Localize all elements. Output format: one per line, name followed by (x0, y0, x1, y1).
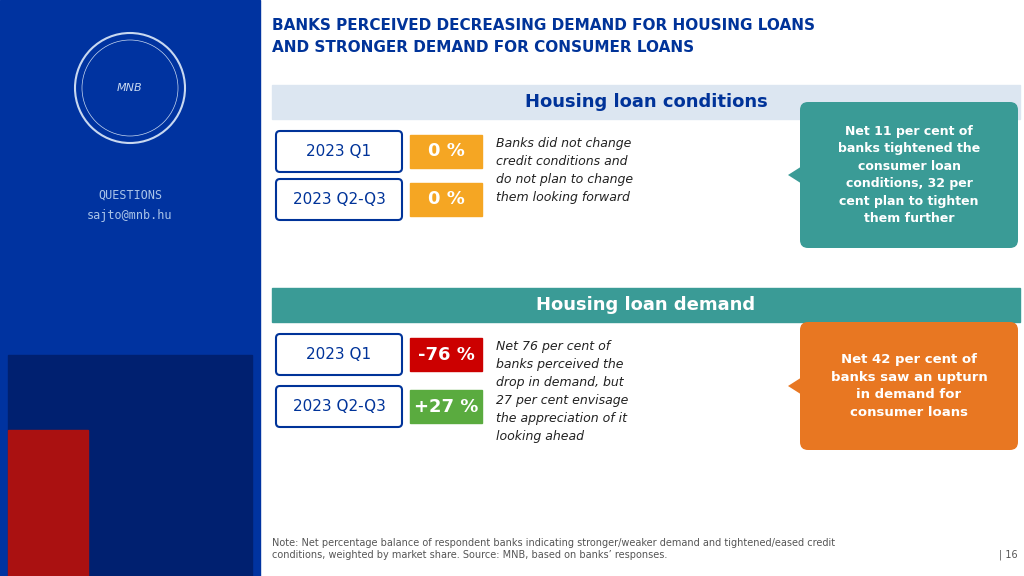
FancyBboxPatch shape (276, 334, 402, 375)
Text: Banks did not change
credit conditions and
do not plan to change
them looking fo: Banks did not change credit conditions a… (496, 137, 633, 204)
Bar (272, 85, 1020, 119)
Text: 2023 Q2-Q3: 2023 Q2-Q3 (293, 192, 385, 207)
Text: | 16: | 16 (999, 550, 1018, 560)
Text: Net 42 per cent of
banks saw an upturn
in demand for
consumer loans: Net 42 per cent of banks saw an upturn i… (830, 353, 987, 419)
Text: Net 11 per cent of
banks tightened the
consumer loan
conditions, 32 per
cent pla: Net 11 per cent of banks tightened the c… (838, 125, 980, 225)
Bar (410, 390, 482, 423)
Text: Note: Net percentage balance of respondent banks indicating stronger/weaker dema: Note: Net percentage balance of responde… (272, 539, 836, 560)
FancyBboxPatch shape (276, 131, 402, 172)
Text: 2023 Q2-Q3: 2023 Q2-Q3 (293, 399, 385, 414)
Text: 2023 Q1: 2023 Q1 (306, 347, 372, 362)
FancyBboxPatch shape (276, 179, 402, 220)
Text: Net 76 per cent of
banks perceived the
drop in demand, but
27 per cent envisage
: Net 76 per cent of banks perceived the d… (496, 340, 629, 443)
Text: 0 %: 0 % (428, 142, 465, 161)
Text: MNB: MNB (117, 83, 142, 93)
Bar (8, 355, 252, 576)
Text: sajto@mnb.hu: sajto@mnb.hu (87, 209, 173, 222)
Bar (0, 0, 260, 576)
Text: +27 %: +27 % (414, 397, 478, 415)
Text: Housing loan conditions: Housing loan conditions (524, 93, 767, 111)
Text: -76 %: -76 % (418, 346, 474, 363)
Polygon shape (788, 161, 810, 189)
Bar (8, 430, 88, 576)
FancyBboxPatch shape (276, 386, 402, 427)
Text: 2023 Q1: 2023 Q1 (306, 144, 372, 159)
Text: AND STRONGER DEMAND FOR CONSUMER LOANS: AND STRONGER DEMAND FOR CONSUMER LOANS (272, 40, 694, 55)
Bar (272, 288, 1020, 322)
Polygon shape (788, 372, 810, 400)
Bar (410, 183, 482, 216)
Text: QUESTIONS: QUESTIONS (98, 188, 162, 202)
Bar (410, 338, 482, 371)
Bar (410, 135, 482, 168)
Text: 0 %: 0 % (428, 191, 465, 209)
FancyBboxPatch shape (800, 102, 1018, 248)
Text: BANKS PERCEIVED DECREASING DEMAND FOR HOUSING LOANS: BANKS PERCEIVED DECREASING DEMAND FOR HO… (272, 18, 815, 33)
Text: Housing loan demand: Housing loan demand (537, 296, 756, 314)
FancyBboxPatch shape (800, 322, 1018, 450)
